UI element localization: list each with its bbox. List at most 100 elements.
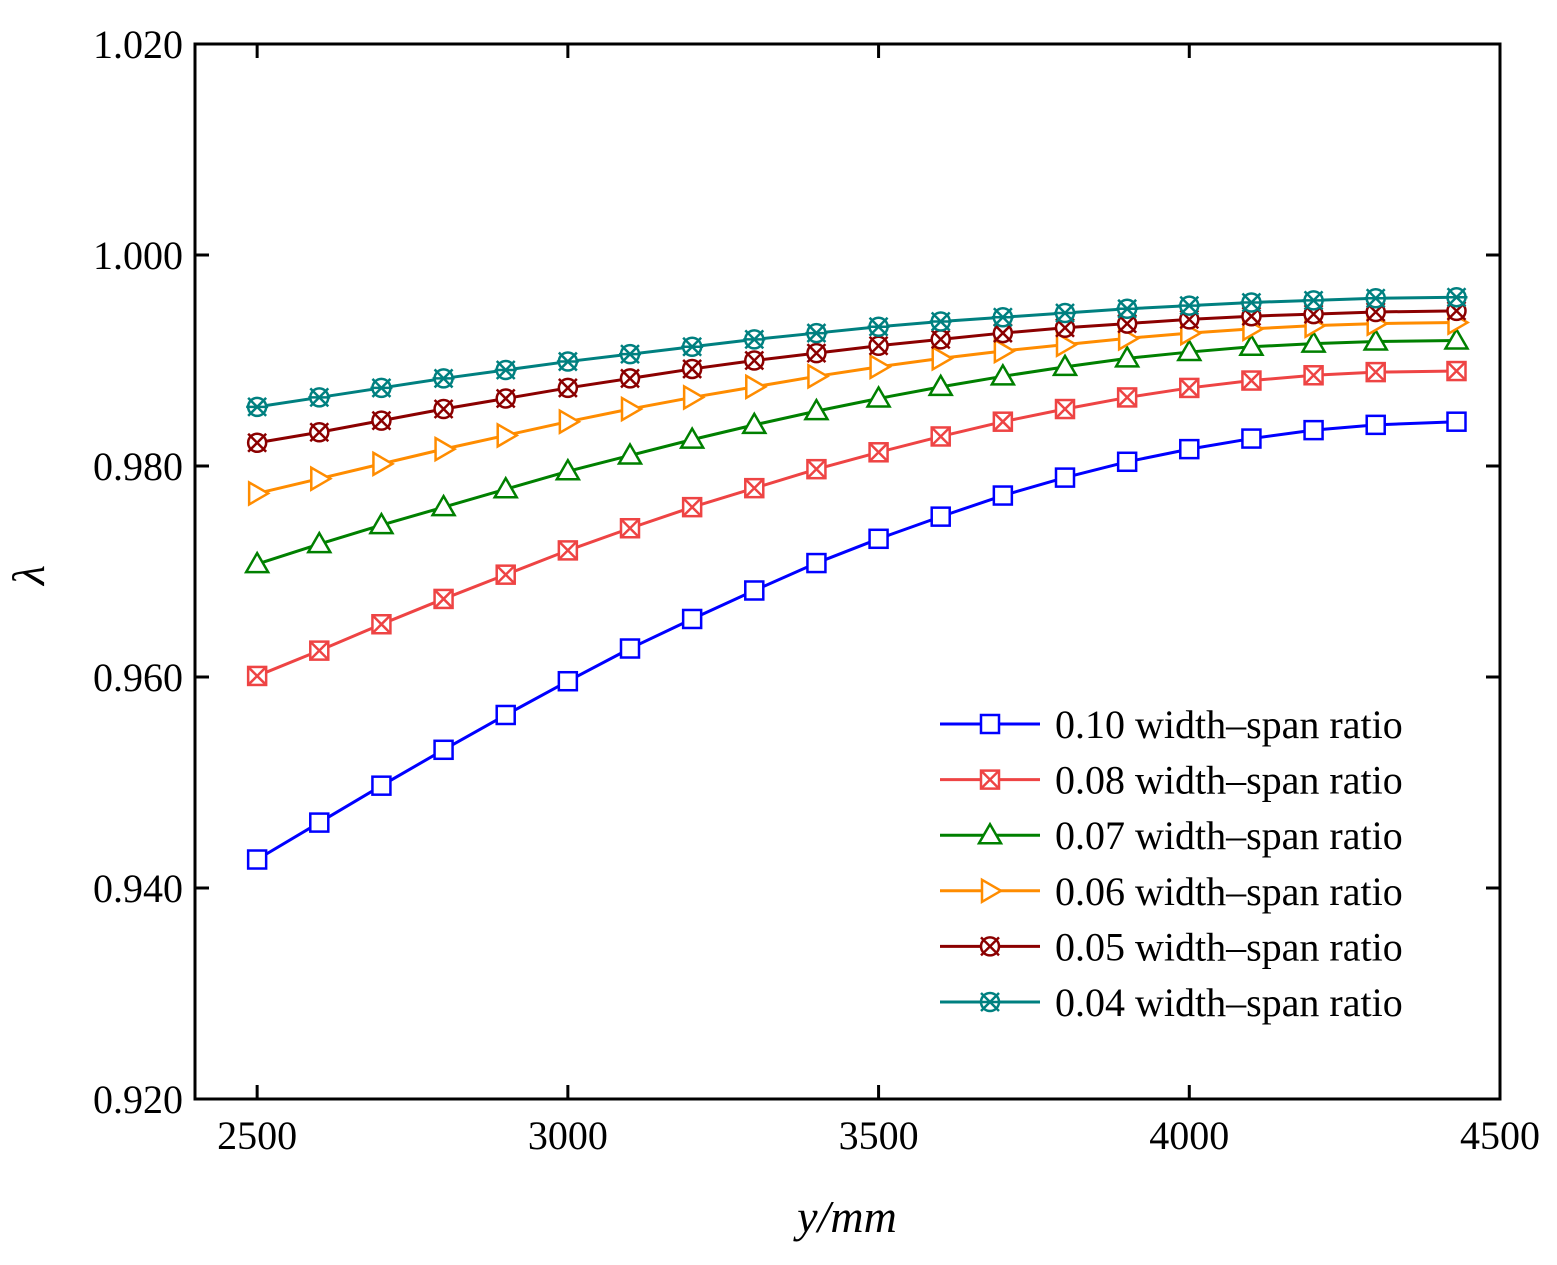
tick-group: 2500 3000 3500 4000 4500 0.920 0.940 0.960 0.980…	[93, 22, 1540, 1158]
series-line	[256, 309, 1457, 445]
data-point	[557, 377, 579, 399]
data-point	[495, 564, 516, 585]
marker-stroke	[868, 442, 889, 463]
marker-stroke	[1055, 399, 1075, 419]
data-point	[927, 373, 954, 397]
marker-stroke	[930, 426, 951, 447]
data-point	[246, 849, 268, 870]
series-3	[247, 309, 1470, 507]
data-point	[806, 552, 827, 574]
marker-stroke	[744, 350, 765, 371]
data-point	[309, 421, 330, 443]
data-point	[554, 457, 582, 481]
data-point	[744, 580, 765, 601]
legend-item: 0.07 width–span ratio	[940, 813, 1403, 858]
data-point	[1443, 326, 1470, 350]
data-point	[807, 363, 830, 390]
data-point	[744, 477, 765, 499]
legend-marker	[979, 936, 1001, 957]
data-point	[929, 311, 952, 332]
marker-stroke	[247, 666, 268, 686]
x-tick-label: 4000	[1149, 1113, 1229, 1158]
data-point	[619, 343, 641, 365]
data-point	[931, 345, 955, 372]
data-point	[869, 353, 893, 380]
marker-stroke	[1241, 370, 1262, 391]
marker-stroke	[495, 564, 516, 585]
marker-stroke	[1446, 361, 1467, 381]
marker-stroke	[371, 614, 392, 635]
data-point	[1178, 295, 1201, 316]
data-point	[682, 384, 706, 411]
data-point	[371, 410, 392, 431]
series-1	[246, 360, 1467, 687]
data-point	[743, 329, 766, 350]
legend-item: 0.04 width–span ratio	[940, 980, 1403, 1025]
data-point	[806, 342, 827, 364]
data-point	[371, 614, 392, 635]
data-point	[433, 398, 454, 420]
data-point	[309, 640, 330, 661]
data-point	[433, 588, 454, 610]
marker-stroke	[980, 936, 1000, 957]
data-point	[309, 812, 330, 833]
data-point	[1055, 331, 1079, 358]
data-point	[433, 739, 454, 761]
marker-stroke	[980, 769, 1000, 790]
x-tick-label: 3500	[839, 1113, 919, 1158]
data-point	[619, 517, 641, 539]
series-line	[256, 369, 1457, 678]
data-point	[1446, 360, 1467, 382]
data-point	[619, 368, 641, 389]
data-point	[372, 450, 395, 478]
plot-area-frame	[193, 42, 1502, 1101]
data-point	[1054, 398, 1076, 420]
data-point	[1300, 330, 1327, 353]
marker-stroke	[1365, 362, 1386, 382]
data-point	[1303, 365, 1324, 386]
data-point	[246, 432, 268, 454]
data-point	[495, 704, 516, 726]
marker-stroke	[620, 518, 640, 539]
x-tick-label: 2500	[217, 1113, 297, 1158]
legend-marker	[979, 991, 1001, 1013]
marker-stroke	[992, 411, 1013, 432]
marker-stroke	[930, 329, 951, 350]
series-line	[256, 338, 1457, 566]
data-point	[492, 475, 519, 499]
data-point	[1240, 292, 1263, 313]
legend-marker	[979, 769, 1001, 790]
marker-stroke	[744, 478, 765, 499]
marker-stroke	[682, 497, 703, 518]
data-point	[930, 329, 951, 350]
legend-label: 0.04 width–span ratio	[1055, 980, 1403, 1025]
legend-label: 0.07 width–span ratio	[1055, 813, 1403, 858]
data-point	[1116, 313, 1138, 334]
data-point	[1054, 317, 1076, 339]
legend-label: 0.06 width–span ratio	[1055, 869, 1403, 914]
marker-stroke	[806, 343, 827, 363]
data-point	[495, 388, 516, 409]
series-5	[246, 286, 1468, 418]
marker-stroke	[309, 640, 330, 661]
marker-stroke	[1179, 378, 1200, 398]
marker-stroke	[433, 589, 454, 609]
data-point	[989, 362, 1017, 386]
data-point	[310, 465, 333, 492]
data-point	[371, 775, 392, 796]
data-point	[803, 397, 830, 421]
data-point	[1446, 411, 1467, 432]
legend-label: 0.10 width–span ratio	[1055, 702, 1403, 747]
data-point	[430, 493, 457, 517]
marker-stroke	[1117, 313, 1138, 334]
data-point	[1241, 370, 1262, 391]
marker-stroke	[1055, 317, 1075, 338]
data-point	[1364, 288, 1387, 309]
data-point	[558, 408, 582, 435]
data-point	[930, 426, 951, 447]
legend-item: 0.08 width–span ratio	[940, 758, 1403, 803]
marker-stroke	[1303, 365, 1324, 386]
data-point	[247, 480, 271, 507]
data-point	[1365, 414, 1386, 436]
y-axis-title: λ	[3, 565, 54, 587]
